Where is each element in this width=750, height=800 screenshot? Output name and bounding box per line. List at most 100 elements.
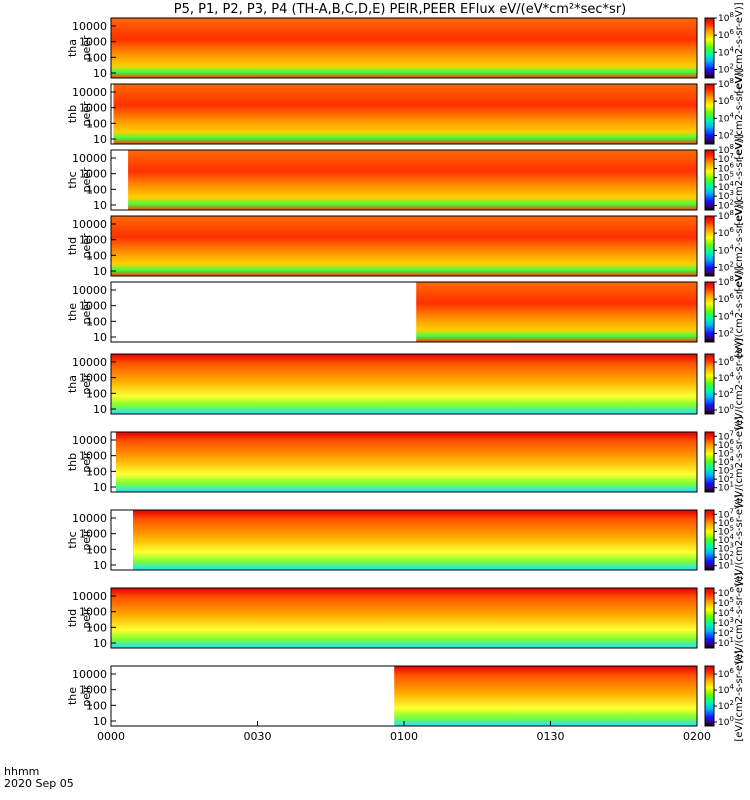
colorbar [704,83,715,145]
colorbar-label: [eV/(cm2-s-sr-eV)] [734,2,745,93]
colorbar [704,509,715,571]
spectrogram [111,354,697,414]
x-tick-label: 0000 [97,730,125,743]
y-tick-label: 10 [93,403,107,416]
panel-frame [110,17,698,79]
colorbar-tick-label: 104 [718,243,734,256]
y-tick-label: 10000 [72,512,107,525]
spectrogram [111,588,697,648]
colorbar-tick-label: 108 [718,77,734,90]
panel-frame [110,509,698,571]
spectrogram [111,216,697,276]
panel-thd-peer: 10 100 1000 10000 thd peer 102 104 106 108 [eV/(cm… [66,200,745,291]
x-tick-label: 0200 [683,730,711,743]
species-label: peer [80,35,93,61]
probe-label: thb [66,105,79,123]
spectrogram [416,282,697,342]
y-tick-label: 10 [93,67,107,80]
species-label: peer [80,167,93,193]
species-label: peir [80,373,93,395]
y-tick-label: 100 [86,315,107,328]
colorbar-tick-label: 102 [718,128,734,141]
probe-label: thc [66,531,79,548]
colorbar-label: [eV/(cm2-s-sr-eV)] [734,338,745,429]
y-tick-label: 10 [93,637,107,650]
y-tick-label: 10 [93,715,107,728]
colorbar-label: [eV/(cm2-s-sr-eV)] [734,68,745,159]
probe-label: the [66,687,79,705]
probe-label: thc [66,171,79,188]
colorbar-tick-label: 106 [718,355,734,368]
y-tick-label: 10000 [72,668,107,681]
y-tick-label: 100 [86,387,107,400]
y-tick-label: 100 [86,543,107,556]
probe-label: thb [66,453,79,471]
colorbar-label: [eV/(cm2-s-sr-eV)] [734,266,745,357]
y-tick-label: 10000 [72,590,107,603]
species-label: peir [80,529,93,551]
y-tick-label: 1000 [79,684,107,697]
panel-tha-peer: 10 100 1000 10000 tha peer 102 104 106 108 [eV/(cm… [66,2,745,93]
panel-frame [110,83,698,145]
colorbar-tick-label: 106 [718,94,734,107]
y-tick-label: 1000 [79,36,107,49]
y-tick-label: 1000 [79,528,107,541]
y-tick-label: 100 [86,183,107,196]
y-tick-label: 10000 [72,434,107,447]
colorbar-tick-label: 106 [718,667,734,680]
probe-label: tha [66,375,79,393]
probe-label: thd [66,237,79,255]
y-tick-label: 10 [93,265,107,278]
species-label: peer [80,233,93,259]
species-label: peer [80,299,93,325]
y-tick-label: 100 [86,465,107,478]
y-tick-label: 1000 [79,168,107,181]
colorbar-label: [eV/(cm2-s-sr-eV)] [734,494,745,585]
colorbar-tick-label: 102 [718,62,734,75]
colorbar [704,281,715,343]
colorbar-tick-label: 102 [718,699,734,712]
x-axis-date: 2020 Sep 05 [4,777,74,790]
spectrogram [128,150,697,210]
y-tick-label: 10 [93,559,107,572]
y-tick-label: 10000 [72,356,107,369]
colorbar-tick-label: 106 [718,226,734,239]
colorbar [704,215,715,277]
spectrogram [132,510,698,570]
y-tick-label: 10 [93,331,107,344]
colorbar-tick-label: 104 [718,683,734,696]
panel-thb-peer: 10 100 1000 10000 thb peer 102 104 106 108 [eV/(cm… [66,68,745,159]
colorbar-tick-label: 106 [718,292,734,305]
chart-title: P5, P1, P2, P3, P4 (TH-A,B,C,D,E) PEIR,P… [174,2,627,17]
y-tick-label: 1000 [79,102,107,115]
x-axis-label: hhmm [4,765,39,778]
y-tick-label: 1000 [79,450,107,463]
colorbar-tick-label: 104 [718,309,734,322]
colorbar-label: [eV/(cm2-s-sr-eV)] [734,200,745,291]
colorbar-tick-label: 102 [718,260,734,273]
panel-frame [110,431,698,493]
panel-frame [110,215,698,277]
colorbar [704,17,715,79]
colorbar-tick-label: 104 [718,45,734,58]
y-tick-label: 1000 [79,606,107,619]
colorbar-tick-label: 106 [718,28,734,41]
x-tick-label: 0030 [244,730,272,743]
x-tick-label: 0100 [390,730,418,743]
probe-label: the [66,303,79,321]
spectrogram [115,432,698,492]
y-tick-label: 100 [86,699,107,712]
panel-frame [110,587,698,649]
colorbar-tick-label: 108 [718,11,734,24]
y-tick-label: 10000 [72,218,107,231]
colorbar [704,665,715,727]
y-tick-label: 10 [93,199,107,212]
